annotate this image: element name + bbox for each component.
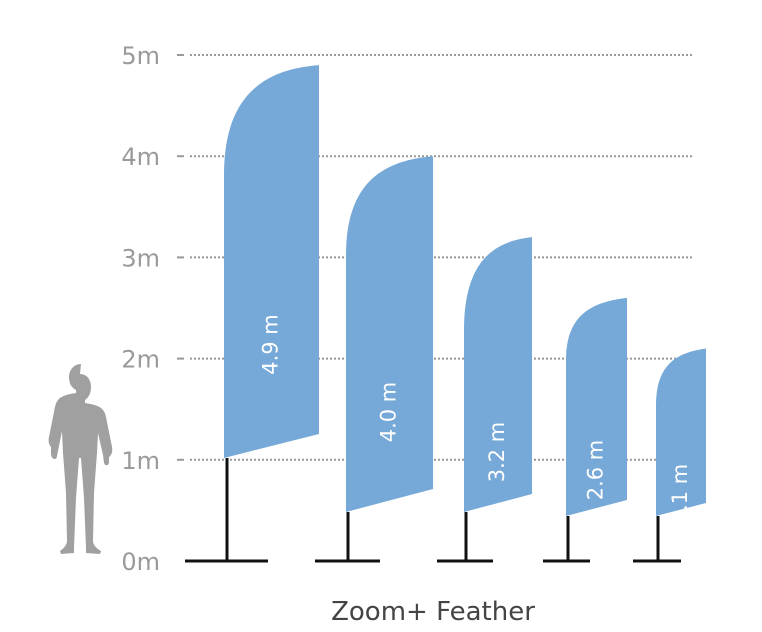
flag-height-label: 4.0 m [377,382,401,443]
axis-tick-label: 2m [121,346,160,374]
feather-flag: 2.6 m [543,297,627,563]
diagram-title: Zoom+ Feather [331,597,535,627]
flag-banner [464,237,532,512]
axis-tick-label: 4m [121,143,160,171]
axis-tick-label: 0m [121,548,160,576]
flag-banner [346,156,433,512]
flag-height-label: 2.1 m [668,464,692,525]
flag-height-label: 4.9 m [259,314,283,375]
grid-lines: 0m 1m 2m 3m 4m 5m [121,42,692,576]
feather-flag: 3.2 m [437,237,532,563]
flag-height-label: 2.6 m [584,440,608,501]
feather-flag: 2.1 m [633,348,706,563]
flag-banner [224,65,319,459]
feather-flag: 4.9 m [185,65,319,563]
axis-tick-label: 1m [121,447,160,475]
flag-banner [566,297,627,516]
axis-tick-label: 5m [121,42,160,70]
feather-flag: 4.0 m [315,156,433,563]
person-silhouette-icon [48,364,113,554]
flag-banner [656,348,706,516]
axis-tick-label: 3m [121,244,160,272]
flag-height-label: 3.2 m [485,422,509,483]
